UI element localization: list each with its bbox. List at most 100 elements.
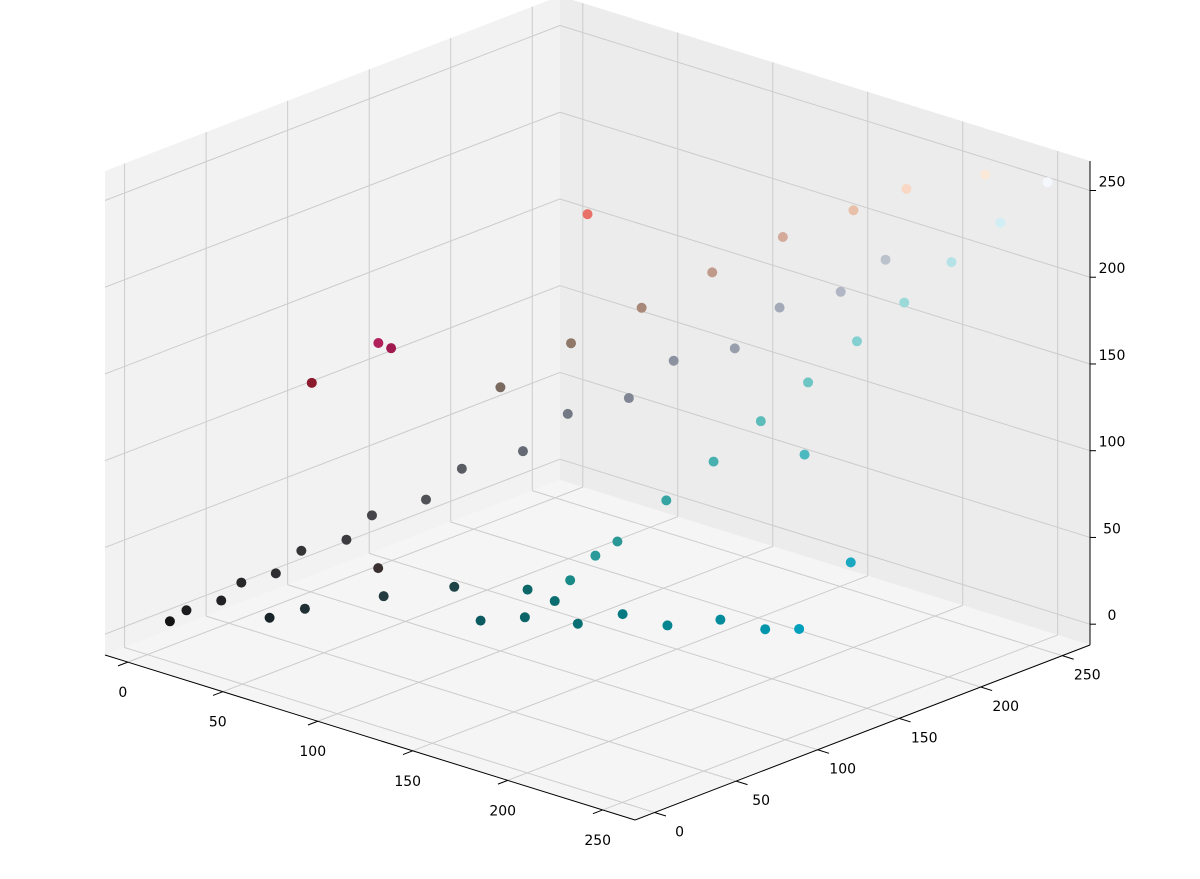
y-tick-label: 150 [911,730,938,746]
grid-line [104,371,561,548]
point [845,557,856,568]
y-tick-label: 0 [675,824,684,840]
x-tick-label: 150 [394,774,421,790]
z-tick-label: 100 [1099,435,1126,451]
y-tick-label: 200 [992,699,1019,715]
point [475,615,486,626]
tick-mark [899,717,911,723]
x-tick-label: 50 [209,715,227,731]
grid-line [104,285,561,462]
point [373,338,384,349]
point [803,377,814,388]
point [729,343,740,354]
point [421,494,432,505]
point [522,584,533,595]
point [164,616,175,627]
point [181,605,192,616]
grid-line [369,552,900,719]
point [880,254,891,265]
point [668,355,679,366]
point [901,183,912,194]
grid-line [124,646,655,813]
point [565,575,576,586]
point [755,416,766,427]
grid-line [127,486,583,663]
tick-mark [117,661,128,667]
grid-line [205,615,737,782]
y-tick-label: 250 [1074,668,1101,684]
floor-pane [105,480,1090,820]
tick-mark [1062,655,1074,660]
z-tick-label: 150 [1099,348,1126,364]
point [995,217,1006,228]
grid-line [559,458,1091,625]
point [612,536,623,547]
x-tick-label: 100 [299,744,326,760]
tick-mark [735,780,748,786]
point [662,620,673,631]
point [794,623,805,634]
grid-line [104,458,561,635]
y-axis [634,644,1091,821]
grid-line [317,545,773,722]
point [617,609,628,620]
point [549,596,560,607]
point [341,534,352,545]
z-tick-label: 250 [1099,174,1126,190]
grid-line [104,111,561,288]
point [449,581,460,592]
grid-line [559,371,1091,538]
point [236,577,247,588]
tick-mark [980,686,993,692]
grid-line [450,521,981,688]
point [495,382,506,393]
point [386,343,397,354]
x-axis [104,654,636,821]
grid-line [532,490,1063,657]
point [980,169,991,180]
left-pane [105,0,560,655]
point [1042,177,1053,188]
point [946,257,957,268]
point [299,603,310,614]
point [590,550,601,561]
z-tick-label: 50 [1103,521,1121,537]
tick-mark [654,811,667,817]
tick-mark [497,779,508,785]
point [562,408,573,419]
point [708,456,719,467]
grid-line [104,25,561,201]
right-pane [560,0,1090,645]
point [799,449,810,460]
point [519,612,530,623]
point [378,591,389,602]
point [661,495,672,506]
grid-line [559,25,1091,191]
point [848,205,859,216]
x-tick-label: 0 [118,685,127,701]
tick-mark [592,809,603,815]
grid-line [559,198,1091,365]
point [270,568,281,579]
point [835,286,846,297]
point [517,446,528,457]
grid-line [559,285,1091,452]
y-tick-label: 100 [829,762,856,778]
point [582,209,593,220]
x-tick-label: 200 [489,803,516,819]
tick-mark [212,691,223,696]
grid-line [559,111,1091,278]
grid-line [104,198,561,375]
point [774,302,785,313]
grid-line [602,634,1058,811]
point [306,377,317,388]
point [851,336,862,347]
tick-mark [817,749,830,754]
grid-line [507,604,963,781]
point [899,297,910,308]
x-tick-label: 250 [584,833,611,849]
tick-mark [402,750,413,756]
point [566,338,577,349]
grid-line [222,516,678,693]
